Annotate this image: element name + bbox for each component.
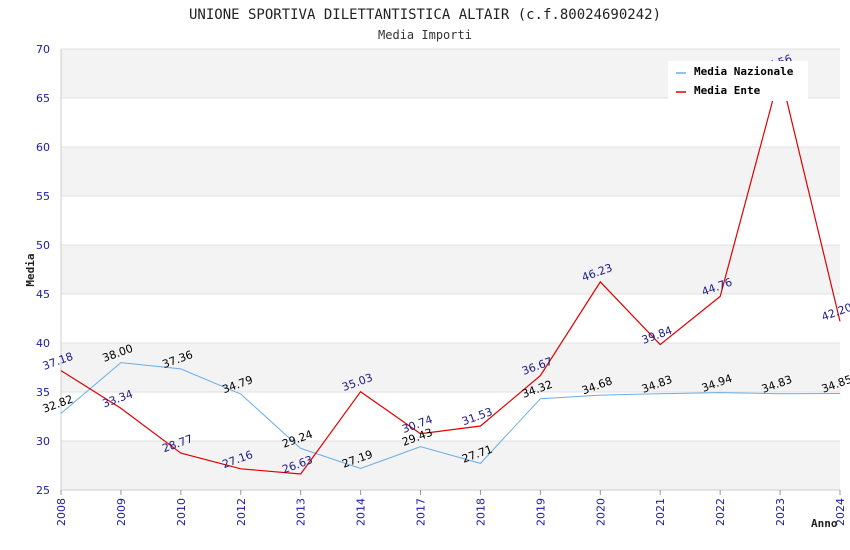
grid-band <box>61 441 840 490</box>
x-tick-label: 2023 <box>774 498 787 526</box>
grid-band <box>61 147 840 196</box>
x-tick-label: 2022 <box>714 498 727 526</box>
x-tick-label: 2020 <box>594 498 607 526</box>
y-tick-label: 60 <box>36 141 50 154</box>
y-tick-label: 70 <box>36 43 50 56</box>
y-tick-label: 35 <box>36 386 50 399</box>
y-tick-label: 30 <box>36 435 50 448</box>
y-tick-label: 65 <box>36 92 50 105</box>
data-label: 31.53 <box>460 405 494 428</box>
grid-band <box>61 343 840 392</box>
series-lines <box>60 72 841 475</box>
y-tick-label: 40 <box>36 337 50 350</box>
data-label: 42.20 <box>820 301 850 324</box>
x-tick-label: 2010 <box>175 498 188 526</box>
x-tick-label: 2018 <box>474 498 487 526</box>
x-tick-label: 2013 <box>295 498 308 526</box>
x-tick-label: 2017 <box>415 498 428 526</box>
y-tick-label: 45 <box>36 288 50 301</box>
x-axis-label: Anno <box>811 517 838 530</box>
y-tick-label: 55 <box>36 190 50 203</box>
axes <box>60 49 841 495</box>
y-tick-label: 25 <box>36 484 50 497</box>
x-tick-labels: 2008 2009 2010 2012 2013 2014 2017 2018 2019 2020… <box>55 498 847 526</box>
legend-label-0: Media Nazionale <box>694 65 794 78</box>
y-tick-labels: 25 30 35 40 45 50 55 60 65 70 <box>36 43 50 497</box>
x-tick-label: 2014 <box>355 498 368 526</box>
x-tick-label: 2024 <box>834 498 847 526</box>
y-tick-label: 50 <box>36 239 50 252</box>
x-tick-label: 2012 <box>235 498 248 526</box>
x-tick-label: 2008 <box>55 498 68 526</box>
x-tick-label: 2019 <box>534 498 547 526</box>
grid-bands <box>61 49 840 490</box>
series-line-1 <box>60 72 841 475</box>
legend: Media Nazionale Media Ente <box>668 61 808 101</box>
legend-label-1: Media Ente <box>694 84 761 97</box>
y-axis-label: Media <box>24 253 37 286</box>
chart-title: UNIONE SPORTIVA DILETTANTISTICA ALTAIR (… <box>189 7 661 23</box>
chart-subtitle: Media Importi <box>378 28 472 42</box>
legend-box <box>668 61 808 101</box>
x-tick-label: 2021 <box>654 498 667 526</box>
grid-band <box>61 245 840 294</box>
x-tick-label: 2009 <box>115 498 128 526</box>
series-line-0 <box>60 362 841 470</box>
